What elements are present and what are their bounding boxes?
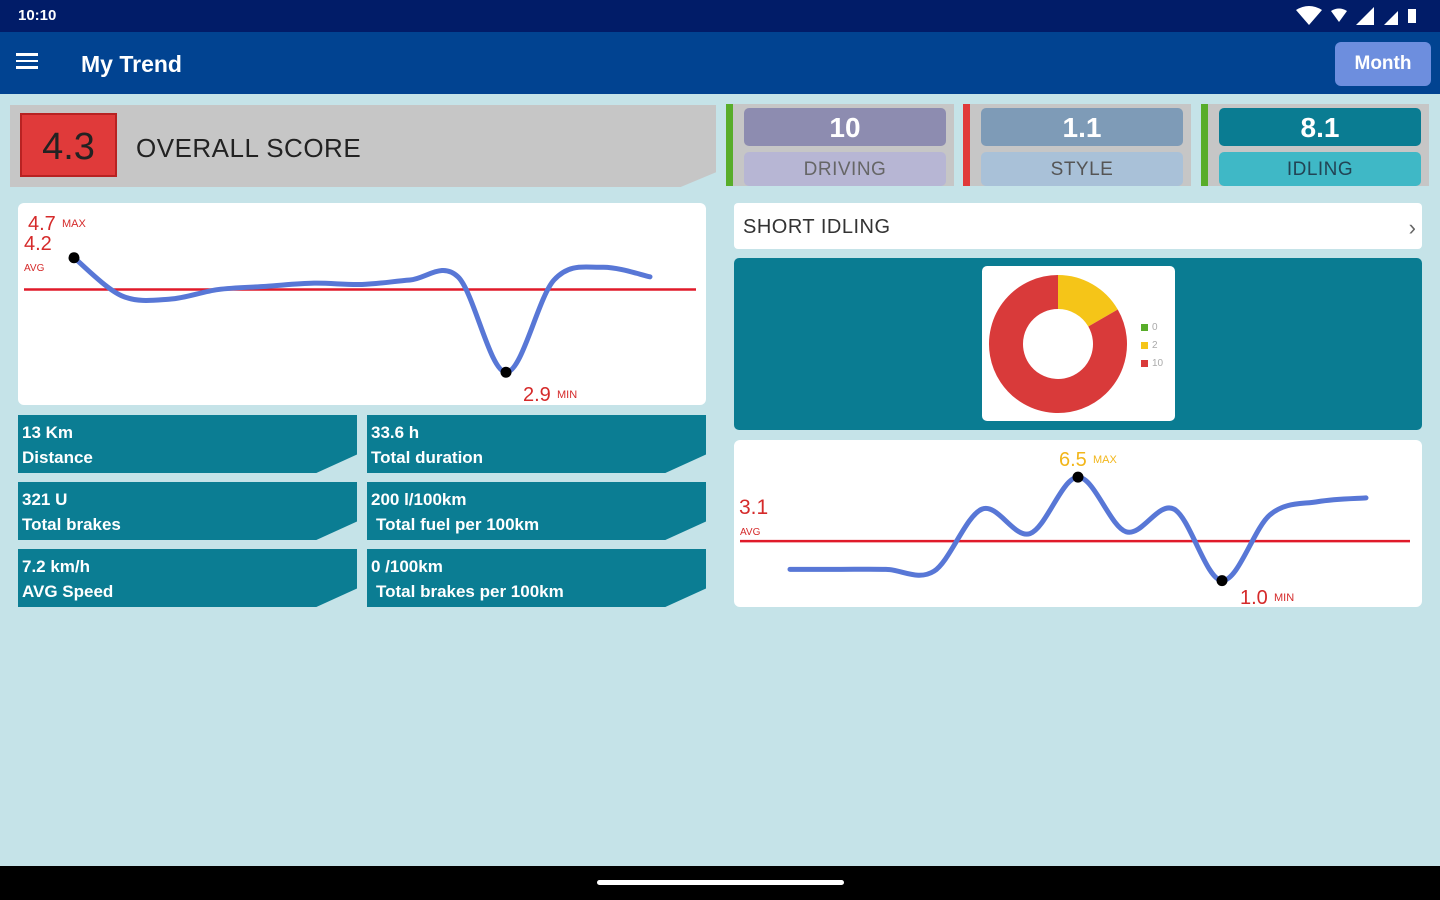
stat-total-duration: 33.6 h Total duration bbox=[367, 415, 706, 473]
chart-avg-value: 4.2 bbox=[24, 233, 52, 255]
idling-trend-svg: 6.5 MAX 3.1 AVG 1.0 MIN bbox=[739, 449, 1410, 609]
battery-icon bbox=[1408, 9, 1416, 23]
stat-total-brakes: 321 U Total brakes bbox=[18, 482, 357, 540]
status-icons bbox=[1294, 6, 1418, 26]
trend-line bbox=[71, 255, 653, 375]
legend-swatch bbox=[1141, 359, 1148, 367]
signal-icon bbox=[1356, 7, 1374, 25]
chart-min-label: MIN bbox=[1274, 592, 1294, 604]
wifi-icon bbox=[1331, 8, 1347, 22]
category-accent bbox=[963, 104, 970, 186]
max-point bbox=[1072, 471, 1084, 483]
category-value: 10 bbox=[744, 108, 946, 146]
chart-min-label: MIN bbox=[557, 389, 577, 401]
system-nav-bar bbox=[0, 866, 1440, 900]
stat-distance: 13 Km Distance bbox=[18, 415, 357, 473]
donut-slice bbox=[1057, 275, 1118, 328]
stat-value: 0 /100km bbox=[371, 557, 443, 576]
stat-brakes-per-100km: 0 /100km Total brakes per 100km bbox=[367, 549, 706, 607]
max-point bbox=[68, 252, 80, 264]
stat-label: Total duration bbox=[371, 448, 484, 467]
legend-item: 2 bbox=[1141, 336, 1163, 354]
page-title: My Trend bbox=[81, 51, 182, 77]
category-label: STYLE bbox=[981, 152, 1183, 186]
category-accent bbox=[1201, 104, 1208, 186]
legend-item: 0 bbox=[1141, 318, 1163, 336]
donut-legend: 0 2 10 bbox=[1141, 318, 1163, 372]
app-bar: My Trend Month bbox=[0, 32, 1440, 94]
stat-value: 321 U bbox=[22, 490, 68, 509]
stat-label: AVG Speed bbox=[22, 582, 114, 601]
stat-value: 7.2 km/h bbox=[22, 557, 91, 576]
category-label: DRIVING bbox=[744, 152, 946, 186]
stat-label: Total brakes bbox=[22, 515, 121, 534]
chart-max-label: MAX bbox=[1093, 454, 1118, 466]
stat-value: 200 l/100km bbox=[371, 490, 467, 509]
category-driving[interactable]: 10 DRIVING bbox=[726, 104, 954, 186]
home-gesture-handle[interactable] bbox=[597, 880, 844, 885]
chart-max-value: 6.5 bbox=[1059, 449, 1087, 471]
stat-label: Distance bbox=[22, 448, 93, 467]
short-idling-header[interactable]: SHORT IDLING › bbox=[734, 203, 1422, 249]
overall-score-label: OVERALL SCORE bbox=[136, 133, 362, 163]
category-style[interactable]: 1.1 STYLE bbox=[963, 104, 1191, 186]
stat-value: 33.6 h bbox=[371, 423, 420, 442]
wifi-icon bbox=[1296, 6, 1322, 25]
stat-total-fuel: 200 l/100km Total fuel per 100km bbox=[367, 482, 706, 540]
legend-label: 0 bbox=[1152, 321, 1158, 333]
chevron-right-icon[interactable]: › bbox=[1408, 215, 1416, 240]
menu-icon[interactable] bbox=[16, 49, 46, 77]
chart-avg-value: 3.1 bbox=[739, 496, 768, 519]
legend-swatch bbox=[1141, 323, 1148, 331]
category-value: 1.1 bbox=[981, 108, 1183, 146]
stat-label: Total fuel per 100km bbox=[376, 515, 540, 534]
stat-avg-speed: 7.2 km/h AVG Speed bbox=[18, 549, 357, 607]
overall-score-value: 4.3 bbox=[20, 113, 117, 177]
status-time: 10:10 bbox=[18, 7, 57, 24]
legend-label: 2 bbox=[1152, 339, 1158, 351]
min-point bbox=[500, 366, 512, 378]
chart-max-label: MAX bbox=[62, 218, 87, 230]
chart-max-value: 4.7 bbox=[28, 213, 56, 235]
min-point bbox=[1216, 575, 1228, 587]
stat-label: Total brakes per 100km bbox=[376, 582, 564, 601]
overall-trend-chart: 4.7 MAX 4.2 AVG 2.9 MIN bbox=[18, 203, 706, 406]
category-label: IDLING bbox=[1219, 152, 1421, 186]
category-value: 8.1 bbox=[1219, 108, 1421, 146]
category-accent bbox=[726, 104, 733, 186]
legend-swatch bbox=[1141, 341, 1148, 349]
donut-chart bbox=[989, 275, 1127, 413]
trend-line bbox=[787, 474, 1369, 584]
status-bar: 10:10 bbox=[0, 0, 1440, 32]
legend-label: 10 bbox=[1152, 357, 1164, 369]
overall-score-banner: 4.3 OVERALL SCORE bbox=[10, 105, 716, 187]
category-idling[interactable]: 8.1 IDLING bbox=[1201, 104, 1429, 186]
donut-slice bbox=[989, 275, 1127, 413]
chart-avg-label: AVG bbox=[740, 527, 761, 538]
legend-item: 10 bbox=[1141, 354, 1163, 372]
period-month-button[interactable]: Month bbox=[1335, 42, 1431, 86]
chart-min-value: 1.0 bbox=[1240, 587, 1268, 607]
stat-value: 13 Km bbox=[22, 423, 74, 442]
idling-trend-chart: 6.5 MAX 3.1 AVG 1.0 MIN bbox=[734, 440, 1422, 609]
chart-avg-label: AVG bbox=[24, 263, 45, 274]
overall-trend-svg: 4.7 MAX 4.2 AVG 2.9 MIN bbox=[24, 213, 696, 406]
short-idling-title: SHORT IDLING bbox=[743, 216, 891, 238]
signal-icon bbox=[1384, 11, 1398, 25]
chart-min-value: 2.9 bbox=[523, 384, 551, 405]
